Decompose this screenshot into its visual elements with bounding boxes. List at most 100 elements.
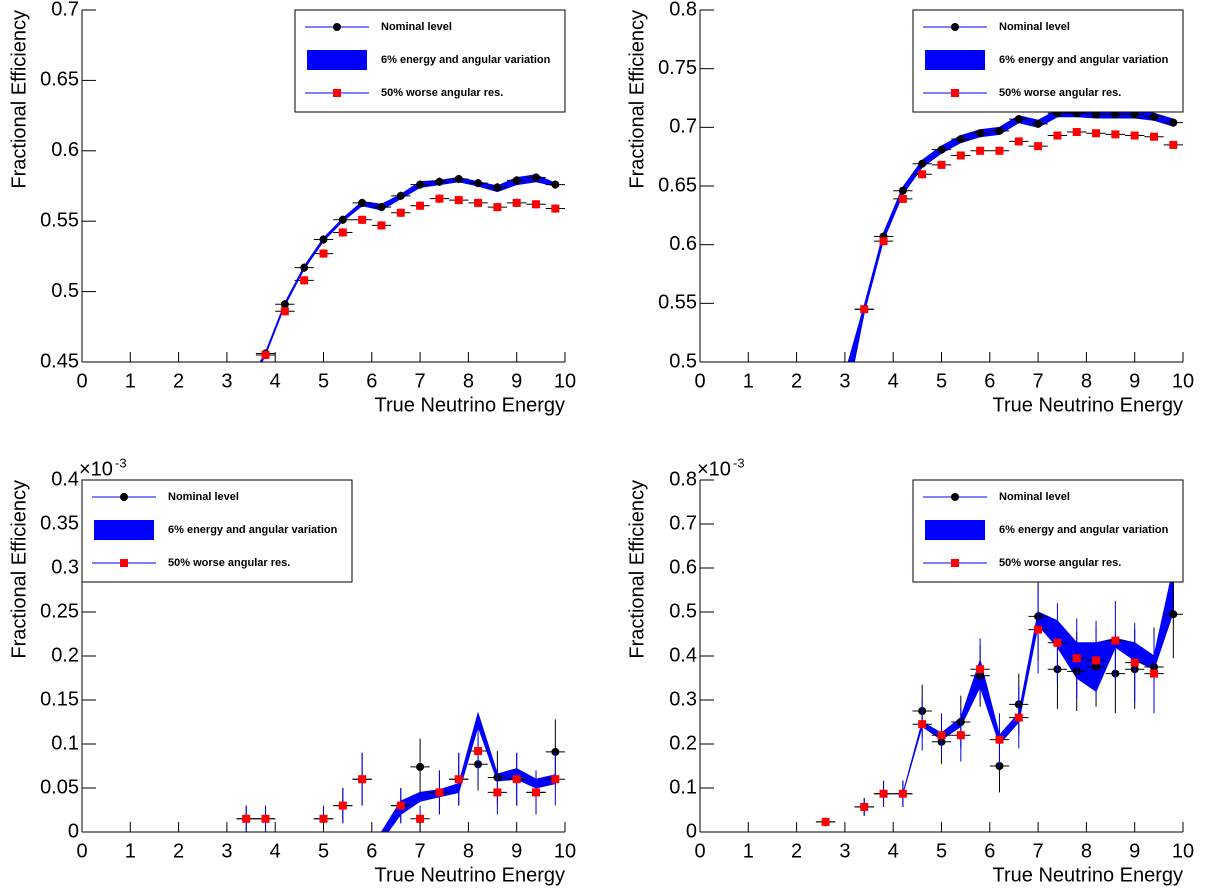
marker [898,194,907,203]
marker [338,228,347,237]
x-axis-title: True Neutrino Energy [375,864,565,886]
marker [956,135,965,144]
marker [1130,131,1139,140]
legend-marker [951,559,959,567]
x-tick-label: 6 [366,840,377,862]
y-multiplier-exponent: -3 [733,455,745,470]
marker [512,775,521,784]
marker [918,159,927,168]
plot-area [236,711,565,832]
marker [338,215,347,224]
legend-swatch [94,520,154,540]
x-tick-label: 7 [1033,840,1044,862]
legend-marker [333,23,341,31]
y-tick-label: 0.1 [669,776,697,798]
y-tick-label: 0 [686,820,697,842]
marker [1072,128,1081,137]
marker [454,775,463,784]
y-tick-label: 0.55 [658,292,697,314]
marker [956,731,965,740]
marker [358,775,367,784]
marker [1014,713,1023,722]
x-tick-label: 7 [1033,370,1044,392]
marker [319,249,328,258]
legend-marker [951,23,959,31]
marker [898,789,907,798]
x-tick-label: 9 [511,840,522,862]
y-tick-label: 0.6 [669,556,697,578]
marker [1034,119,1043,128]
x-axis-title: True Neutrino Energy [993,864,1183,886]
legend-label: Nominal level [168,491,239,503]
y-tick-label: 0 [68,820,79,842]
y-tick-label: 0.4 [669,644,697,666]
y-tick-label: 0.5 [669,350,697,372]
x-tick-label: 1 [125,370,136,392]
x-tick-label: 2 [173,370,184,392]
x-tick-label: 8 [463,370,474,392]
x-tick-label: 1 [743,840,754,862]
marker [396,191,405,200]
marker [995,146,1004,155]
legend: Nominal level 6% energy and angular varia… [912,9,1184,113]
panel: 0 1 2 3 4 5 6 7 8 9 10 0.5 0.55 0.6 0.65 0.7 0.75 0.8 True… [626,0,1194,416]
y-tick-label: 0.25 [40,600,79,622]
marker [416,814,425,823]
marker [532,200,541,209]
marker [493,788,502,797]
y-tick-label: 0.6 [51,139,79,161]
marker [377,221,386,230]
x-tick-label: 2 [791,370,802,392]
x-tick-label: 8 [1081,840,1092,862]
x-tick-label: 8 [463,840,474,862]
marker [416,762,425,771]
marker [1169,610,1178,619]
x-tick-label: 9 [1129,840,1140,862]
variation-band [847,109,1174,362]
y-axis-title: Fractional Efficiency [626,480,648,659]
marker [976,665,985,674]
y-multiplier: ×10 [697,458,731,480]
marker [937,731,946,740]
y-tick-label: 0.75 [658,57,697,79]
x-tick-label: 10 [554,370,576,392]
legend-label: 6% energy and angular variation [168,524,338,536]
x-tick-label: 1 [125,840,136,862]
x-tick-label: 0 [76,840,87,862]
marker [493,183,502,192]
marker [512,198,521,207]
marker [1053,131,1062,140]
marker [821,817,830,826]
marker [493,203,502,212]
x-tick-label: 5 [318,370,329,392]
marker [338,801,347,810]
legend-label: 6% energy and angular variation [999,54,1169,66]
x-tick-label: 10 [1172,840,1194,862]
y-tick-label: 0.55 [40,209,79,231]
marker [918,170,927,179]
marker [1169,118,1178,127]
y-tick-label: 0.65 [40,69,79,91]
marker [551,747,560,756]
marker [1034,142,1043,151]
marker [551,775,560,784]
y-tick-label: 0.8 [669,0,697,20]
marker [280,307,289,316]
x-tick-label: 0 [694,370,705,392]
x-tick-label: 4 [270,370,281,392]
variation-band [259,174,556,362]
x-tick-label: 3 [839,840,850,862]
marker [474,179,483,188]
marker [860,305,869,314]
marker [551,204,560,213]
marker [377,203,386,212]
y-tick-label: 0.2 [669,732,697,754]
x-tick-label: 3 [221,840,232,862]
legend: Nominal level 6% energy and angular varia… [294,9,566,113]
x-tick-label: 6 [984,370,995,392]
y-multiplier-exponent: -3 [115,455,127,470]
marker [358,198,367,207]
marker [416,180,425,189]
marker [976,146,985,155]
legend-label: 50% worse angular res. [999,557,1121,569]
